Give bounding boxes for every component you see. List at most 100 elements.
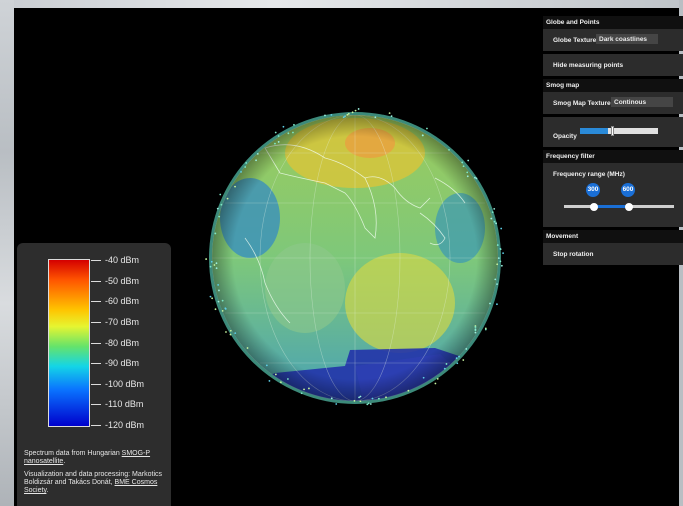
legend-tick — [91, 342, 101, 344]
measuring-point — [491, 211, 494, 214]
measuring-point — [385, 396, 387, 399]
measuring-point — [218, 215, 221, 218]
globe-texture-select[interactable]: Dark coastlines — [596, 34, 658, 44]
measuring-point — [308, 387, 310, 390]
measuring-point — [496, 263, 499, 266]
measuring-point — [354, 109, 357, 112]
measuring-point — [407, 389, 410, 392]
measuring-point — [255, 159, 257, 162]
measuring-point — [229, 333, 232, 336]
opacity-slider-fill — [580, 128, 608, 134]
frequency-range-label: Frequency range (MHz) — [553, 171, 625, 178]
measuring-point — [277, 135, 280, 137]
measuring-point — [214, 232, 217, 235]
measuring-point — [221, 309, 224, 312]
window-frame-top — [0, 0, 683, 8]
measuring-point — [274, 142, 276, 145]
measuring-point — [293, 123, 295, 126]
measuring-point — [215, 267, 218, 270]
measuring-point — [390, 115, 393, 118]
legend-tick — [91, 280, 101, 282]
measuring-point — [474, 329, 477, 332]
smog-texture-select[interactable]: Continous — [611, 97, 673, 107]
legend-tick — [91, 301, 101, 303]
measuring-point — [500, 227, 503, 230]
measuring-point — [497, 257, 500, 260]
legend-tick — [91, 383, 101, 385]
frequency-range-slider[interactable] — [564, 205, 674, 208]
measuring-point — [256, 152, 259, 155]
measuring-point — [219, 193, 222, 196]
measuring-point — [426, 127, 428, 130]
measuring-point — [357, 108, 360, 110]
measuring-point — [436, 377, 439, 380]
measuring-point — [465, 348, 468, 350]
measuring-point — [462, 165, 465, 168]
measuring-point — [466, 175, 469, 178]
measuring-point — [287, 132, 290, 135]
measuring-point — [335, 403, 338, 405]
frequency-row: Frequency range (MHz) 300 600 — [543, 163, 683, 227]
section-frequency-filter: Frequency filter — [543, 150, 683, 163]
measuring-point — [443, 367, 446, 370]
measuring-point — [456, 362, 459, 365]
smog-p-link[interactable]: SMOG-P nanosatellite — [24, 450, 151, 465]
measuring-point — [496, 244, 499, 246]
measuring-point — [494, 278, 497, 281]
hide-points-button[interactable]: Hide measuring points — [543, 54, 683, 76]
measuring-point — [474, 326, 477, 328]
measuring-point — [216, 207, 219, 210]
freq-min-handle[interactable] — [590, 203, 598, 211]
legend-panel: -40 dBm -50 dBm -60 dBm -70 dBm -80 dBm -90 d… — [17, 243, 171, 506]
measuring-points — [205, 108, 505, 406]
measuring-point — [209, 265, 212, 268]
measuring-point — [246, 347, 249, 349]
frequency-range-fill — [593, 205, 628, 208]
legend-label: -60 dBm — [105, 296, 140, 307]
measuring-point — [347, 112, 350, 115]
measuring-point — [277, 141, 280, 143]
measuring-point — [489, 302, 491, 305]
measuring-point — [474, 176, 476, 179]
legend-tick — [91, 404, 101, 406]
measuring-point — [462, 359, 465, 361]
measuring-point — [484, 328, 487, 331]
measuring-point — [225, 331, 227, 333]
freq-max-handle[interactable] — [625, 203, 633, 211]
measuring-point — [234, 185, 236, 188]
measuring-point — [217, 300, 220, 303]
measuring-point — [215, 262, 218, 265]
stop-rotation-button[interactable]: Stop rotation — [543, 243, 683, 265]
credit-spectrum: Spectrum data from Hungarian SMOG-P nano… — [24, 450, 151, 465]
measuring-point — [359, 395, 362, 398]
measuring-point — [353, 399, 356, 402]
measuring-point — [211, 297, 214, 300]
bme-cosmos-link[interactable]: BME Cosmos Society — [24, 479, 158, 494]
measuring-point — [388, 112, 391, 114]
hide-points-label: Hide measuring points — [553, 62, 624, 69]
measuring-point — [282, 125, 285, 128]
freq-min-bubble: 300 — [586, 183, 600, 197]
measuring-point — [467, 159, 470, 162]
measuring-point — [274, 373, 277, 376]
opacity-slider-thumb[interactable] — [610, 126, 614, 136]
smog-texture-row: Smog Map Texture Continous — [543, 92, 683, 114]
measuring-point — [499, 260, 502, 263]
section-globe-points: Globe and Points — [543, 16, 683, 29]
legend-label: -110 dBm — [105, 399, 144, 410]
measuring-point — [205, 258, 208, 260]
section-movement: Movement — [543, 230, 683, 243]
legend-tick — [91, 363, 101, 365]
measuring-point — [213, 264, 216, 266]
measuring-point — [292, 131, 294, 134]
controls-panel: Globe and Points Globe Texture Dark coas… — [543, 16, 683, 268]
opacity-slider[interactable] — [580, 126, 658, 136]
measuring-point — [220, 203, 223, 206]
measuring-point — [358, 396, 360, 399]
measuring-point — [458, 355, 460, 358]
measuring-point — [371, 397, 374, 400]
measuring-point — [366, 403, 369, 406]
measuring-point — [330, 113, 333, 116]
globe-view[interactable] — [205, 108, 505, 408]
measuring-point — [493, 220, 496, 223]
